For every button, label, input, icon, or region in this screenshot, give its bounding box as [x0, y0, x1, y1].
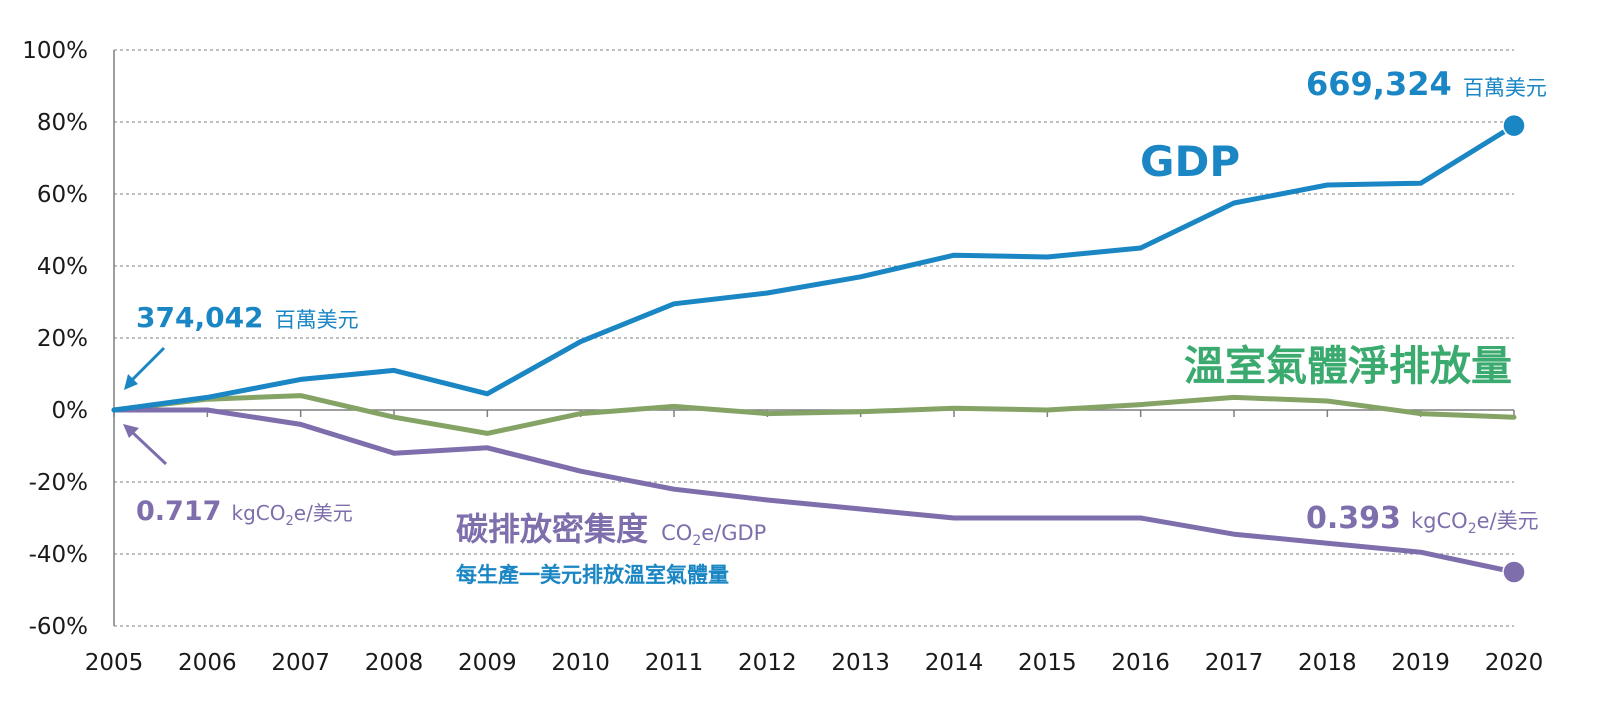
x-tick-label: 2016 [1111, 650, 1170, 676]
ci-end-annotation: 0.393 kgCO2e/美元 [1306, 501, 1539, 537]
gdp-end-value: 669,324 [1306, 65, 1452, 103]
end-marker-ci [1502, 560, 1526, 584]
x-tick-label: 2011 [645, 650, 704, 676]
ci-suffix-sub: 2 [692, 533, 701, 549]
gdp-end-unit: 百萬美元 [1463, 76, 1547, 100]
x-tick-label: 2010 [551, 650, 610, 676]
series-label-ci: 碳排放密集度 CO2e/GDP [456, 510, 766, 549]
y-tick-label: 0% [52, 398, 89, 424]
x-axis-ticks: 2005 2006 2007 2008 2009 2010 2011 2012 2013 2014… [85, 410, 1544, 676]
gdp-start-annotation: 374,042 百萬美元 [136, 301, 359, 334]
y-tick-label: 20% [37, 326, 88, 352]
end-markers [1502, 113, 1526, 584]
y-tick-label: 60% [37, 182, 88, 208]
x-tick-label: 2018 [1298, 650, 1357, 676]
y-tick-label: -60% [29, 614, 88, 640]
x-tick-label: 2005 [85, 650, 144, 676]
ci-suffix-pre: CO [661, 521, 692, 545]
y-tick-label: 80% [37, 110, 88, 136]
ci-description: 每生產一美元排放溫室氣體量 [456, 563, 729, 587]
ci-start-annotation: 0.717 kgCO2e/美元 [136, 496, 353, 529]
y-tick-label: -20% [29, 470, 88, 496]
x-tick-label: 2017 [1205, 650, 1264, 676]
series-label-ci-name: 碳排放密集度 [456, 510, 648, 548]
ci-start-value: 0.717 [136, 496, 221, 527]
gdp-start-value: 374,042 [136, 301, 264, 334]
series-lines [111, 123, 1517, 575]
ci-end-value: 0.393 [1306, 501, 1401, 536]
series-line-ci [111, 407, 1517, 575]
ci-start-unit-pre: kgCO [232, 501, 286, 525]
x-tick-label: 2020 [1485, 650, 1544, 676]
y-axis-ticks: 100% 80% 60% 40% 20% 0% -20% -40% -60% [22, 38, 88, 640]
series-line-gdp [111, 123, 1517, 413]
ci-start-unit-sub: 2 [285, 514, 293, 529]
end-marker-gdp [1502, 113, 1526, 138]
x-tick-label: 2019 [1391, 650, 1450, 676]
gdp-start-unit: 百萬美元 [275, 308, 359, 332]
x-tick-label: 2008 [365, 650, 424, 676]
ci-end-unit-post: e/美元 [1477, 509, 1539, 533]
gdp-start-arrow [124, 346, 166, 390]
ci-suffix-post: e/GDP [701, 521, 766, 545]
x-tick-label: 2013 [831, 650, 890, 676]
y-tick-label: 40% [37, 254, 88, 280]
series-line-ghg [111, 393, 1517, 436]
ci-end-unit-sub: 2 [1468, 521, 1477, 537]
ci-end-unit-pre: kgCO [1411, 509, 1468, 533]
y-tick-label: 100% [22, 38, 88, 64]
y-tick-label: -40% [29, 542, 88, 568]
series-label-gdp: GDP [1140, 137, 1240, 186]
ci-start-arrow [123, 424, 168, 466]
x-tick-label: 2006 [178, 650, 237, 676]
x-tick-label: 2007 [271, 650, 330, 676]
ci-start-unit-post: e/美元 [294, 501, 353, 525]
x-tick-label: 2014 [925, 650, 984, 676]
gdp-end-annotation: 669,324 百萬美元 [1306, 65, 1547, 103]
x-tick-label: 2015 [1018, 650, 1077, 676]
x-tick-label: 2012 [738, 650, 797, 676]
x-tick-label: 2009 [458, 650, 517, 676]
series-label-ghg: 溫室氣體淨排放量 [1184, 342, 1512, 390]
